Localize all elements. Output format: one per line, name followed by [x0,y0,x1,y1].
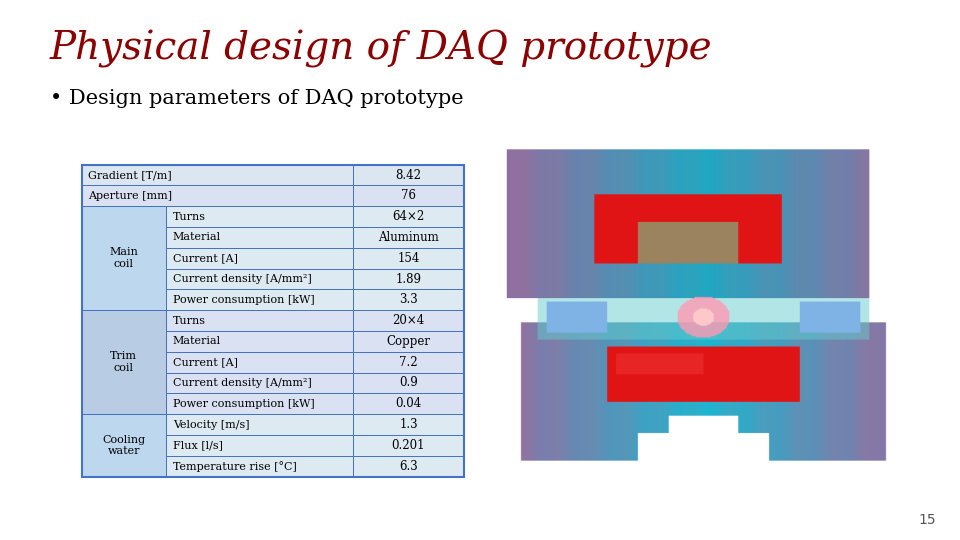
Text: Flux [l/s]: Flux [l/s] [173,440,223,450]
Text: Velocity [m/s]: Velocity [m/s] [173,420,250,430]
Text: 15: 15 [919,512,936,526]
FancyBboxPatch shape [166,227,353,248]
FancyBboxPatch shape [353,269,464,289]
FancyBboxPatch shape [166,206,353,227]
Text: Material: Material [173,336,221,347]
Text: Current density [A/mm²]: Current density [A/mm²] [173,378,312,388]
FancyBboxPatch shape [353,435,464,456]
Text: 1.3: 1.3 [399,418,418,431]
Text: Physical design of DAQ prototype: Physical design of DAQ prototype [50,30,712,68]
FancyBboxPatch shape [353,393,464,414]
Text: Main
coil: Main coil [109,247,138,269]
Text: 0.04: 0.04 [396,397,421,410]
Text: 7.2: 7.2 [399,356,418,369]
FancyBboxPatch shape [166,269,353,289]
FancyBboxPatch shape [353,456,464,477]
Text: Current density [A/mm²]: Current density [A/mm²] [173,274,312,284]
FancyBboxPatch shape [353,310,464,331]
Text: Cooling
water: Cooling water [103,435,145,456]
Text: Current [A]: Current [A] [173,253,238,264]
FancyBboxPatch shape [353,227,464,248]
Text: • Design parameters of DAQ prototype: • Design parameters of DAQ prototype [50,89,464,108]
FancyBboxPatch shape [82,206,166,310]
Text: Material: Material [173,232,221,242]
FancyBboxPatch shape [166,352,353,373]
Text: Power consumption [kW]: Power consumption [kW] [173,295,315,305]
FancyBboxPatch shape [166,186,353,206]
Text: Temperature rise [°C]: Temperature rise [°C] [173,461,297,471]
FancyBboxPatch shape [353,186,464,206]
FancyBboxPatch shape [353,248,464,269]
FancyBboxPatch shape [353,352,464,373]
FancyBboxPatch shape [166,456,353,477]
FancyBboxPatch shape [353,331,464,352]
FancyBboxPatch shape [166,435,353,456]
FancyBboxPatch shape [353,289,464,310]
FancyBboxPatch shape [166,373,353,393]
FancyBboxPatch shape [166,414,353,435]
Text: 6.3: 6.3 [399,460,418,472]
FancyBboxPatch shape [166,248,353,269]
FancyBboxPatch shape [82,165,353,186]
Text: 20×4: 20×4 [393,314,424,327]
Text: 0.201: 0.201 [392,439,425,452]
FancyBboxPatch shape [353,206,464,227]
Text: 64×2: 64×2 [393,210,424,223]
Text: 1.89: 1.89 [396,273,421,286]
Text: 154: 154 [397,252,420,265]
FancyBboxPatch shape [353,165,464,186]
FancyBboxPatch shape [82,186,353,206]
Text: 0.9: 0.9 [399,376,418,389]
Text: 3.3: 3.3 [399,293,418,306]
FancyBboxPatch shape [166,393,353,414]
FancyBboxPatch shape [166,165,353,186]
Text: Turns: Turns [173,212,205,222]
Text: 76: 76 [401,190,416,202]
Text: Turns: Turns [173,315,205,326]
FancyBboxPatch shape [353,373,464,393]
Text: Power consumption [kW]: Power consumption [kW] [173,399,315,409]
Text: Gradient [T/m]: Gradient [T/m] [88,170,172,180]
FancyBboxPatch shape [82,414,166,477]
Text: Aperture [mm]: Aperture [mm] [88,191,173,201]
FancyBboxPatch shape [166,289,353,310]
Text: Copper: Copper [387,335,430,348]
FancyBboxPatch shape [82,310,166,414]
Text: Trim
coil: Trim coil [110,352,137,373]
Text: Current [A]: Current [A] [173,357,238,367]
Text: 8.42: 8.42 [396,168,421,181]
FancyBboxPatch shape [353,414,464,435]
FancyBboxPatch shape [166,310,353,331]
Text: Aluminum: Aluminum [378,231,439,244]
FancyBboxPatch shape [166,331,353,352]
